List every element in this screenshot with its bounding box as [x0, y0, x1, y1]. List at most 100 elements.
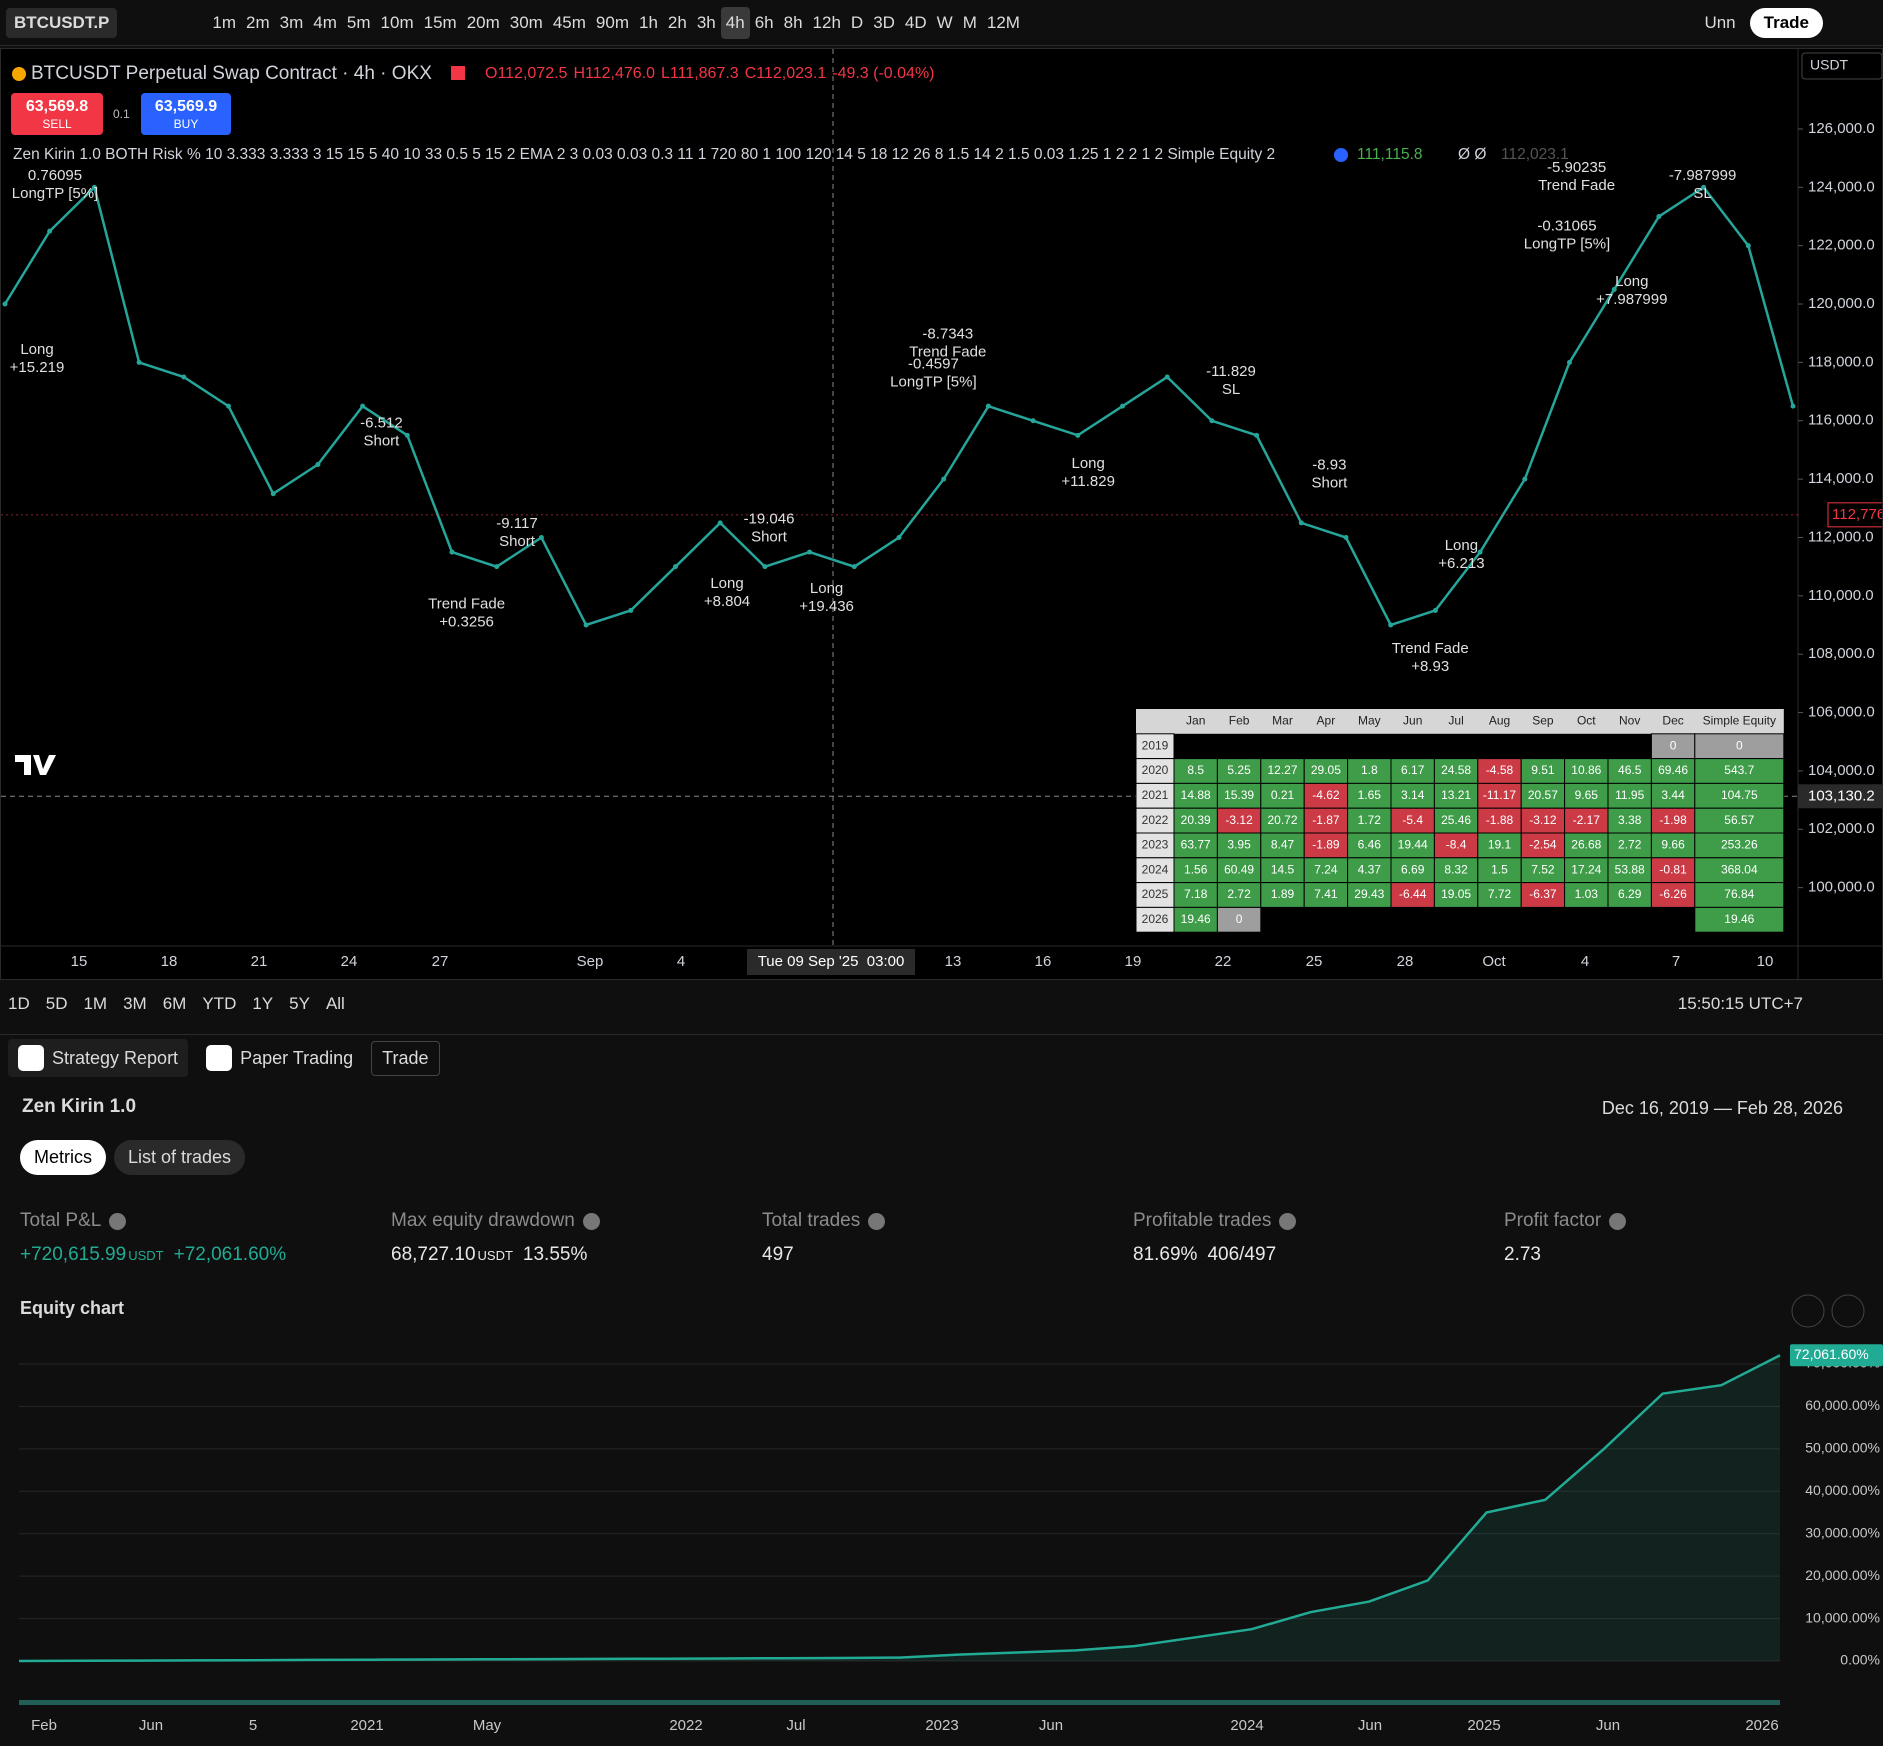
x-tick-label: 2021 — [350, 1717, 383, 1734]
table-cell — [1694, 906, 1785, 933]
table-value: 3.44 — [1661, 788, 1685, 802]
table-cell — [1347, 807, 1392, 834]
panel-tab[interactable]: Paper Trading — [196, 1039, 363, 1077]
price-point — [941, 476, 947, 482]
range-button[interactable]: All — [325, 994, 345, 1013]
metric-value-row: 2.73 — [1504, 1244, 1626, 1266]
view-button[interactable]: List of trades — [114, 1140, 246, 1175]
x-tick-label: Jun — [1358, 1717, 1382, 1734]
range-button[interactable]: 5D — [45, 994, 68, 1013]
table-value: 3.14 — [1401, 788, 1425, 802]
year-cell — [1135, 733, 1175, 760]
timeframe[interactable]: 90m — [595, 12, 629, 32]
table-cell — [1260, 758, 1305, 784]
buy-label: BUY — [174, 117, 199, 131]
trade-annotation: -11.829 — [1206, 363, 1256, 380]
trade-annotation: +8.804 — [704, 593, 750, 610]
range-button[interactable]: 5Y — [289, 994, 310, 1013]
timeframe[interactable]: 1m — [212, 12, 237, 32]
strategy-name[interactable]: Zen Kirin 1.0 — [22, 1096, 137, 1117]
timeframe[interactable]: 10m — [380, 12, 414, 32]
timeframe[interactable]: 30m — [509, 12, 543, 32]
info-icon[interactable] — [1279, 1212, 1297, 1230]
table-cell — [1390, 857, 1435, 884]
range-button[interactable]: 6M — [162, 994, 187, 1013]
metric: Total P&L +720,615.99 USDT +72,061.60% — [20, 1210, 286, 1266]
trade-annotation: -0.31065 — [1537, 218, 1596, 235]
timeframe[interactable]: 4m — [313, 12, 337, 32]
metric-value: 81.69% — [1133, 1244, 1198, 1265]
timeframe[interactable]: 2m — [246, 12, 270, 32]
table-cell — [1260, 832, 1305, 859]
table-value: 2.72 — [1227, 887, 1251, 901]
end-tag — [1790, 1344, 1883, 1367]
account[interactable]: Unn — [1704, 12, 1736, 32]
price-point — [1477, 549, 1483, 555]
sell-button[interactable] — [11, 93, 103, 135]
panel-tab[interactable]: Trade — [371, 1040, 440, 1076]
timeframe[interactable]: 3D — [873, 12, 895, 32]
range-button[interactable]: 1M — [83, 994, 108, 1013]
panel-tab[interactable]: Strategy Report — [8, 1039, 189, 1077]
timeframe[interactable]: 4D — [904, 12, 927, 32]
table-value: 20.57 — [1528, 788, 1558, 802]
timeframe[interactable]: 2h — [667, 12, 687, 32]
x-tick-label: 22 — [1215, 953, 1232, 970]
timeframe[interactable]: W — [936, 12, 953, 32]
timeframe[interactable]: 12M — [986, 12, 1020, 32]
trade-annotation: Short — [499, 533, 536, 550]
info-icon[interactable] — [109, 1212, 127, 1230]
timeframe[interactable]: 45m — [552, 12, 586, 32]
y-tick-label: 100,000.0 — [1808, 879, 1875, 896]
trade-button[interactable]: Trade — [1749, 7, 1823, 38]
timeframe[interactable]: 6h — [754, 12, 774, 32]
price-point — [1298, 520, 1304, 526]
symbol[interactable]: BTCUSDT.P — [6, 7, 118, 38]
view-button[interactable]: Metrics — [20, 1140, 106, 1175]
timeframe[interactable]: 8h — [783, 12, 803, 32]
timeframe[interactable]: 20m — [466, 12, 500, 32]
range-button[interactable]: 1D — [8, 994, 30, 1013]
currency[interactable]: USDT — [1810, 57, 1849, 73]
trade-annotation: -6.512 — [360, 414, 403, 431]
indicator-params: Zen Kirin 1.0 BOTH Risk % 10 3.333 3.333… — [13, 146, 1275, 163]
table-value: 19.1 — [1488, 838, 1512, 852]
info-icon[interactable] — [582, 1212, 600, 1230]
table-value: 17.24 — [1571, 862, 1601, 876]
metric-unit: USDT — [477, 1248, 513, 1263]
timeframe[interactable]: 3m — [279, 12, 304, 32]
price-point — [2, 301, 8, 307]
sell-label: SELL — [42, 117, 72, 131]
table-value: 1.72 — [1358, 813, 1382, 827]
timeframe[interactable]: M — [962, 12, 977, 32]
timeframe[interactable]: 1h — [639, 12, 658, 32]
timeframe[interactable]: 4h — [720, 6, 750, 39]
equity-area — [19, 1355, 1780, 1661]
info-icon[interactable] — [1609, 1212, 1627, 1230]
timeframe[interactable]: D — [850, 12, 864, 32]
price-point — [1030, 418, 1036, 424]
trade-annotation: -9.117 — [496, 515, 537, 532]
range-button[interactable]: 1Y — [252, 994, 274, 1013]
table-value: 56.57 — [1724, 813, 1754, 827]
crosshair-time-box — [747, 949, 915, 975]
table-value: 6.69 — [1401, 862, 1425, 876]
metric-value-row: 497 — [762, 1244, 885, 1266]
buy-button[interactable] — [141, 93, 231, 135]
date-range[interactable]: Dec 16, 2019 — Feb 28, 2026 — [1601, 1098, 1843, 1118]
info-icon[interactable] — [868, 1212, 886, 1230]
table-cell — [1520, 882, 1566, 908]
timeframe[interactable]: 5m — [346, 12, 371, 32]
expand-button[interactable] — [1831, 1294, 1865, 1328]
table-value: 53.88 — [1615, 862, 1645, 876]
timeframe[interactable]: 3h — [696, 12, 716, 32]
settings-button[interactable] — [1791, 1294, 1825, 1328]
table-value: 543.7 — [1724, 763, 1754, 777]
table-cell — [1477, 782, 1522, 809]
timeframe[interactable]: 12h — [812, 12, 841, 32]
timeframe[interactable]: 15m — [423, 12, 457, 32]
range-button[interactable]: YTD — [202, 994, 237, 1013]
sell-price: 63,569.8 — [26, 98, 88, 115]
table-cell — [1260, 857, 1305, 884]
range-button[interactable]: 3M — [123, 994, 147, 1013]
